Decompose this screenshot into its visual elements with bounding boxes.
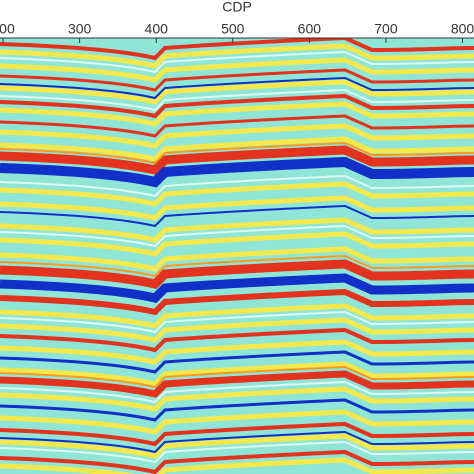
x-tick-label: 600 (298, 21, 322, 37)
x-tick-label: 800 (451, 21, 474, 37)
x-tick-label: 500 (221, 21, 245, 37)
x-tick-label: 300 (68, 21, 92, 37)
x-axis-label: CDP (222, 0, 252, 15)
x-tick-label: 200 (0, 21, 15, 37)
x-tick-label: 700 (374, 21, 398, 37)
seismic-section (0, 38, 474, 474)
x-tick-label: 400 (145, 21, 169, 37)
